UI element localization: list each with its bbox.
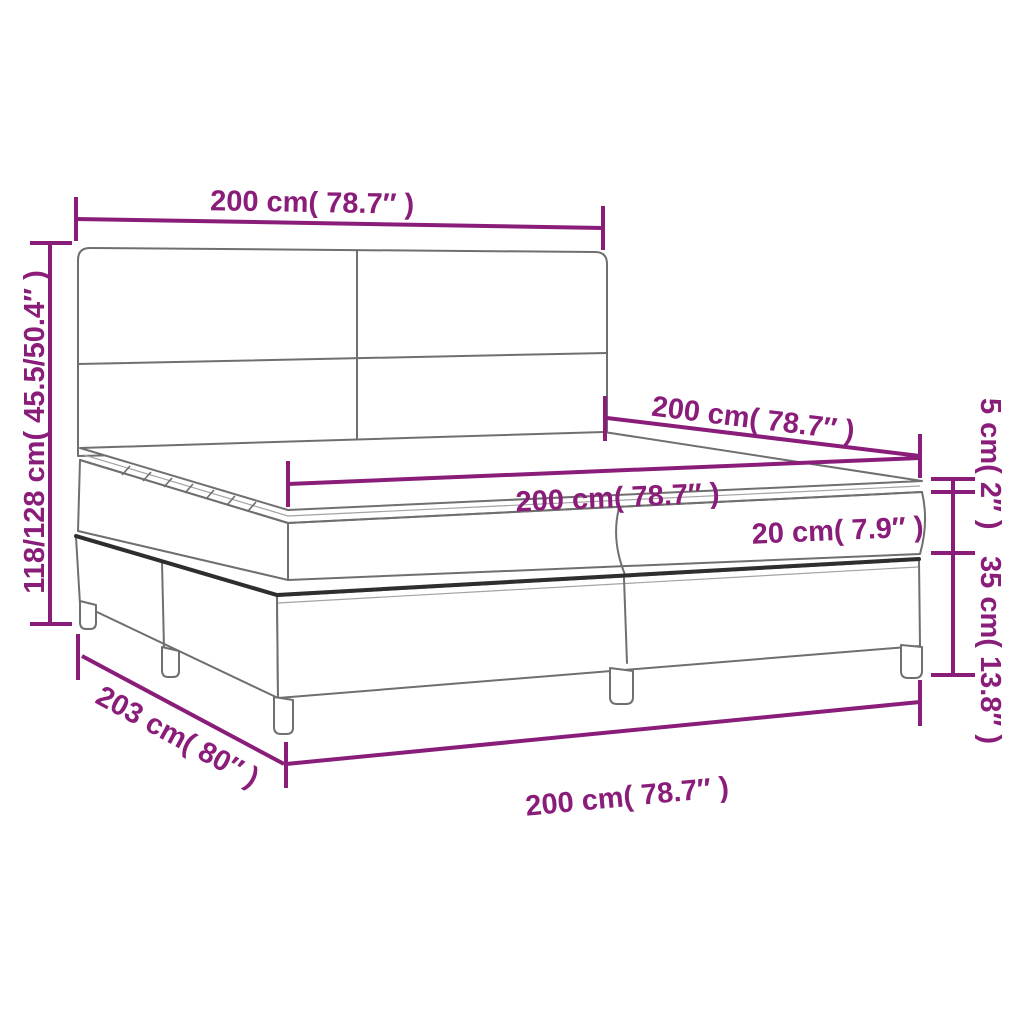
base-left-seam: [161, 561, 165, 649]
mattress-front-face: [287, 491, 926, 581]
dimension-line: [75, 217, 604, 230]
topper-bottom-edge: [79, 459, 923, 524]
headboard-width-label: 200 cm( 78.7″ ): [210, 185, 415, 221]
base-front-top-line: [277, 566, 919, 604]
headboard: [77, 247, 608, 457]
base-height-label: 35 cm( 13.8″ ): [974, 556, 1006, 744]
topper-thickness-label: 5 cm( 2″ ): [974, 398, 1006, 530]
dimension-line: [606, 416, 921, 458]
bed-leg: [900, 644, 923, 679]
bed-legs: [79, 600, 923, 735]
dimension-mattress-thickness: 20 cm( 7.9″ ): [751, 511, 924, 550]
dimension-bed-height: 118/128 cm( 45.5/50.4″ ): [19, 241, 72, 626]
frame-length-label: 203 cm( 80″ ): [91, 680, 264, 794]
dimension-frame-width: 200 cm( 78.7″ ): [284, 680, 922, 823]
bed-height-label: 118/128 cm( 45.5/50.4″ ): [19, 270, 51, 593]
mattress-topper-edge: [79, 454, 923, 524]
frame-width-label: 200 cm( 78.7″ ): [524, 771, 730, 822]
mattress-base-junction: [74, 534, 921, 598]
dimension-line: [81, 654, 285, 766]
topper-piping-line: [83, 454, 921, 517]
mattress-length-label: 200 cm( 78.7″ ): [650, 391, 857, 448]
base-front-seam: [623, 577, 628, 664]
headboard-horizontal-seam: [77, 352, 608, 365]
bed-leg: [273, 696, 294, 735]
dimension-line: [285, 700, 921, 766]
mattress-split-seam: [615, 507, 627, 578]
mattress-top-surface: [79, 431, 923, 511]
mattress: [77, 431, 926, 581]
headboard-outline: [77, 247, 608, 457]
dimension-line: [287, 456, 921, 486]
topper-zipper: [121, 465, 257, 512]
base-front-face: [276, 559, 921, 699]
dimension-headboard-width: 200 cm( 78.7″ ): [74, 185, 605, 250]
bed-leg: [609, 667, 634, 705]
dimension-right-heights: 5 cm( 2″ ) 35 cm( 13.8″ ): [931, 398, 1006, 744]
bed-leg: [161, 646, 180, 678]
mattress-thickness-label: 20 cm( 7.9″ ): [751, 511, 924, 550]
bed-leg: [79, 600, 97, 630]
